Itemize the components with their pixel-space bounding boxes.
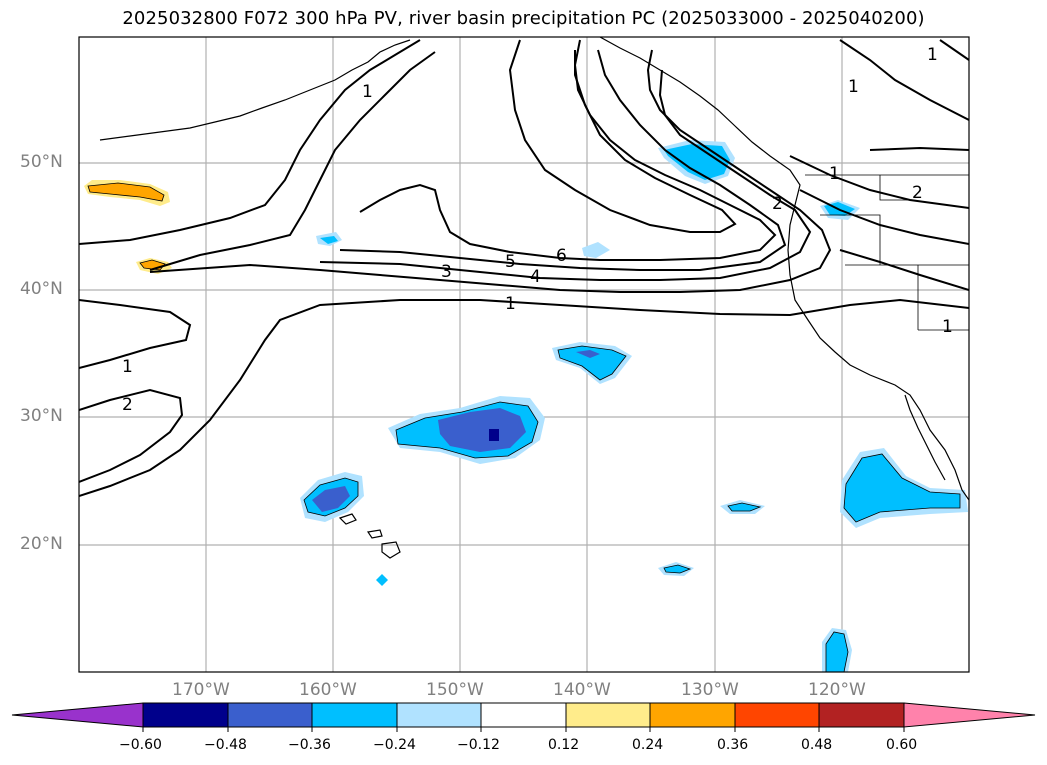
map-title: 2025032800 F072 300 hPa PV, river basin …: [122, 8, 925, 29]
contour-labels: 1 1 1 1 1 1 2 2 2 3 4 5 6 1: [122, 45, 953, 415]
colorbar-tick-label: −0.36: [288, 737, 331, 753]
pv-contour-2-south: [79, 388, 184, 483]
precip-patch-negative: [438, 408, 526, 452]
colorbar-segment: [480, 702, 567, 728]
lon-label: 140°W: [553, 680, 611, 700]
pv-contour-east-top: [869, 146, 969, 151]
colorbar-tick-label: 0.24: [632, 737, 664, 753]
contour-label: 1: [122, 357, 133, 377]
pv-contour-ne-2: [939, 39, 969, 61]
lon-label: 170°W: [172, 680, 230, 700]
lat-label: 20°N: [20, 534, 63, 554]
contour-label: 2: [122, 395, 133, 415]
colorbar-tick-label: −0.60: [119, 737, 162, 753]
pv-contour-outer: [79, 298, 969, 497]
lon-label: 150°W: [426, 680, 484, 700]
pv-contour-3: [149, 49, 832, 293]
lon-label: 160°W: [299, 680, 357, 700]
pv-contour-1-south: [79, 299, 192, 369]
colorbar-segment: [818, 702, 905, 728]
pv-contour-4: [319, 69, 812, 281]
pv-contour-east-3: [839, 249, 969, 291]
coastline-hawaii: [338, 513, 401, 559]
pv-contour-1: [79, 39, 421, 245]
pv-contours: [79, 39, 969, 497]
contour-label: 3: [441, 262, 452, 282]
contour-label: 2: [912, 183, 923, 203]
colorbar-segment: [565, 702, 651, 728]
lat-label: 30°N: [20, 406, 63, 426]
coastline-baja: [904, 394, 946, 481]
lon-label: 130°W: [681, 680, 739, 700]
coastline-alaska: [599, 37, 969, 501]
lat-label: 40°N: [20, 279, 63, 299]
pv-contour-2: [149, 51, 436, 271]
colorbar-segment: [396, 702, 482, 728]
contour-label: 6: [556, 246, 567, 266]
colorbar-tick-label: 0.48: [801, 737, 833, 753]
coastlines: [99, 37, 969, 559]
colorbar-tick-label: −0.12: [457, 737, 500, 753]
lat-label: 50°N: [20, 152, 63, 172]
contour-label: 5: [505, 252, 516, 272]
contour-label: 4: [530, 267, 541, 287]
colorbar-segment: [311, 702, 398, 728]
colorbar-tick-label: 0.12: [548, 737, 580, 753]
colorbar-segment: [734, 702, 820, 728]
precip-patch-negative: [558, 346, 626, 380]
pv-contour-6: [359, 39, 777, 261]
precip-patch-negative: [576, 350, 600, 358]
colorbar-segment: [142, 702, 229, 728]
precip-patch-negative: [320, 236, 338, 244]
contour-label: 2: [772, 194, 783, 214]
contour-label: 1: [927, 45, 938, 65]
precip-patch-positive: [88, 183, 164, 201]
precip-patch-negative: [376, 574, 388, 586]
colorbar-tick-label: 0.60: [886, 737, 918, 753]
colorbar-extend-low: [11, 702, 144, 728]
colorbar-tick-label: 0.36: [717, 737, 749, 753]
pv-contour-5: [339, 49, 787, 271]
map-frame: [79, 37, 969, 672]
precip-patch-negative: [582, 242, 610, 258]
pv-contour-east-2: [799, 189, 969, 245]
contour-label: 1: [829, 164, 840, 184]
colorbar: [11, 702, 1036, 732]
colorbar-tick-label: −0.24: [373, 737, 416, 753]
colorbar-tick-label: −0.48: [204, 737, 247, 753]
precip-patch-negative: [312, 486, 350, 512]
contour-label: 1: [942, 317, 953, 337]
pv-contour-east-1: [789, 155, 969, 209]
precip-patch-negative: [826, 632, 848, 672]
colorbar-extend-high: [903, 702, 1036, 728]
pv-contour-inner: [508, 39, 737, 233]
pv-contour-ne: [839, 39, 969, 121]
lon-label: 120°W: [808, 680, 866, 700]
colorbar-segment: [649, 702, 736, 728]
colorbar-segment: [227, 702, 313, 728]
contour-label: 1: [848, 77, 859, 97]
contour-label: 1: [505, 294, 516, 314]
state-borders: [805, 174, 969, 331]
precip-patch-negative: [728, 503, 760, 511]
coastline-aleutians: [99, 39, 411, 141]
contour-label: 1: [362, 82, 373, 102]
precip-patch-negative: [844, 454, 960, 522]
precip-patch-negative: [489, 429, 499, 441]
precip-outlines: [87, 182, 961, 672]
